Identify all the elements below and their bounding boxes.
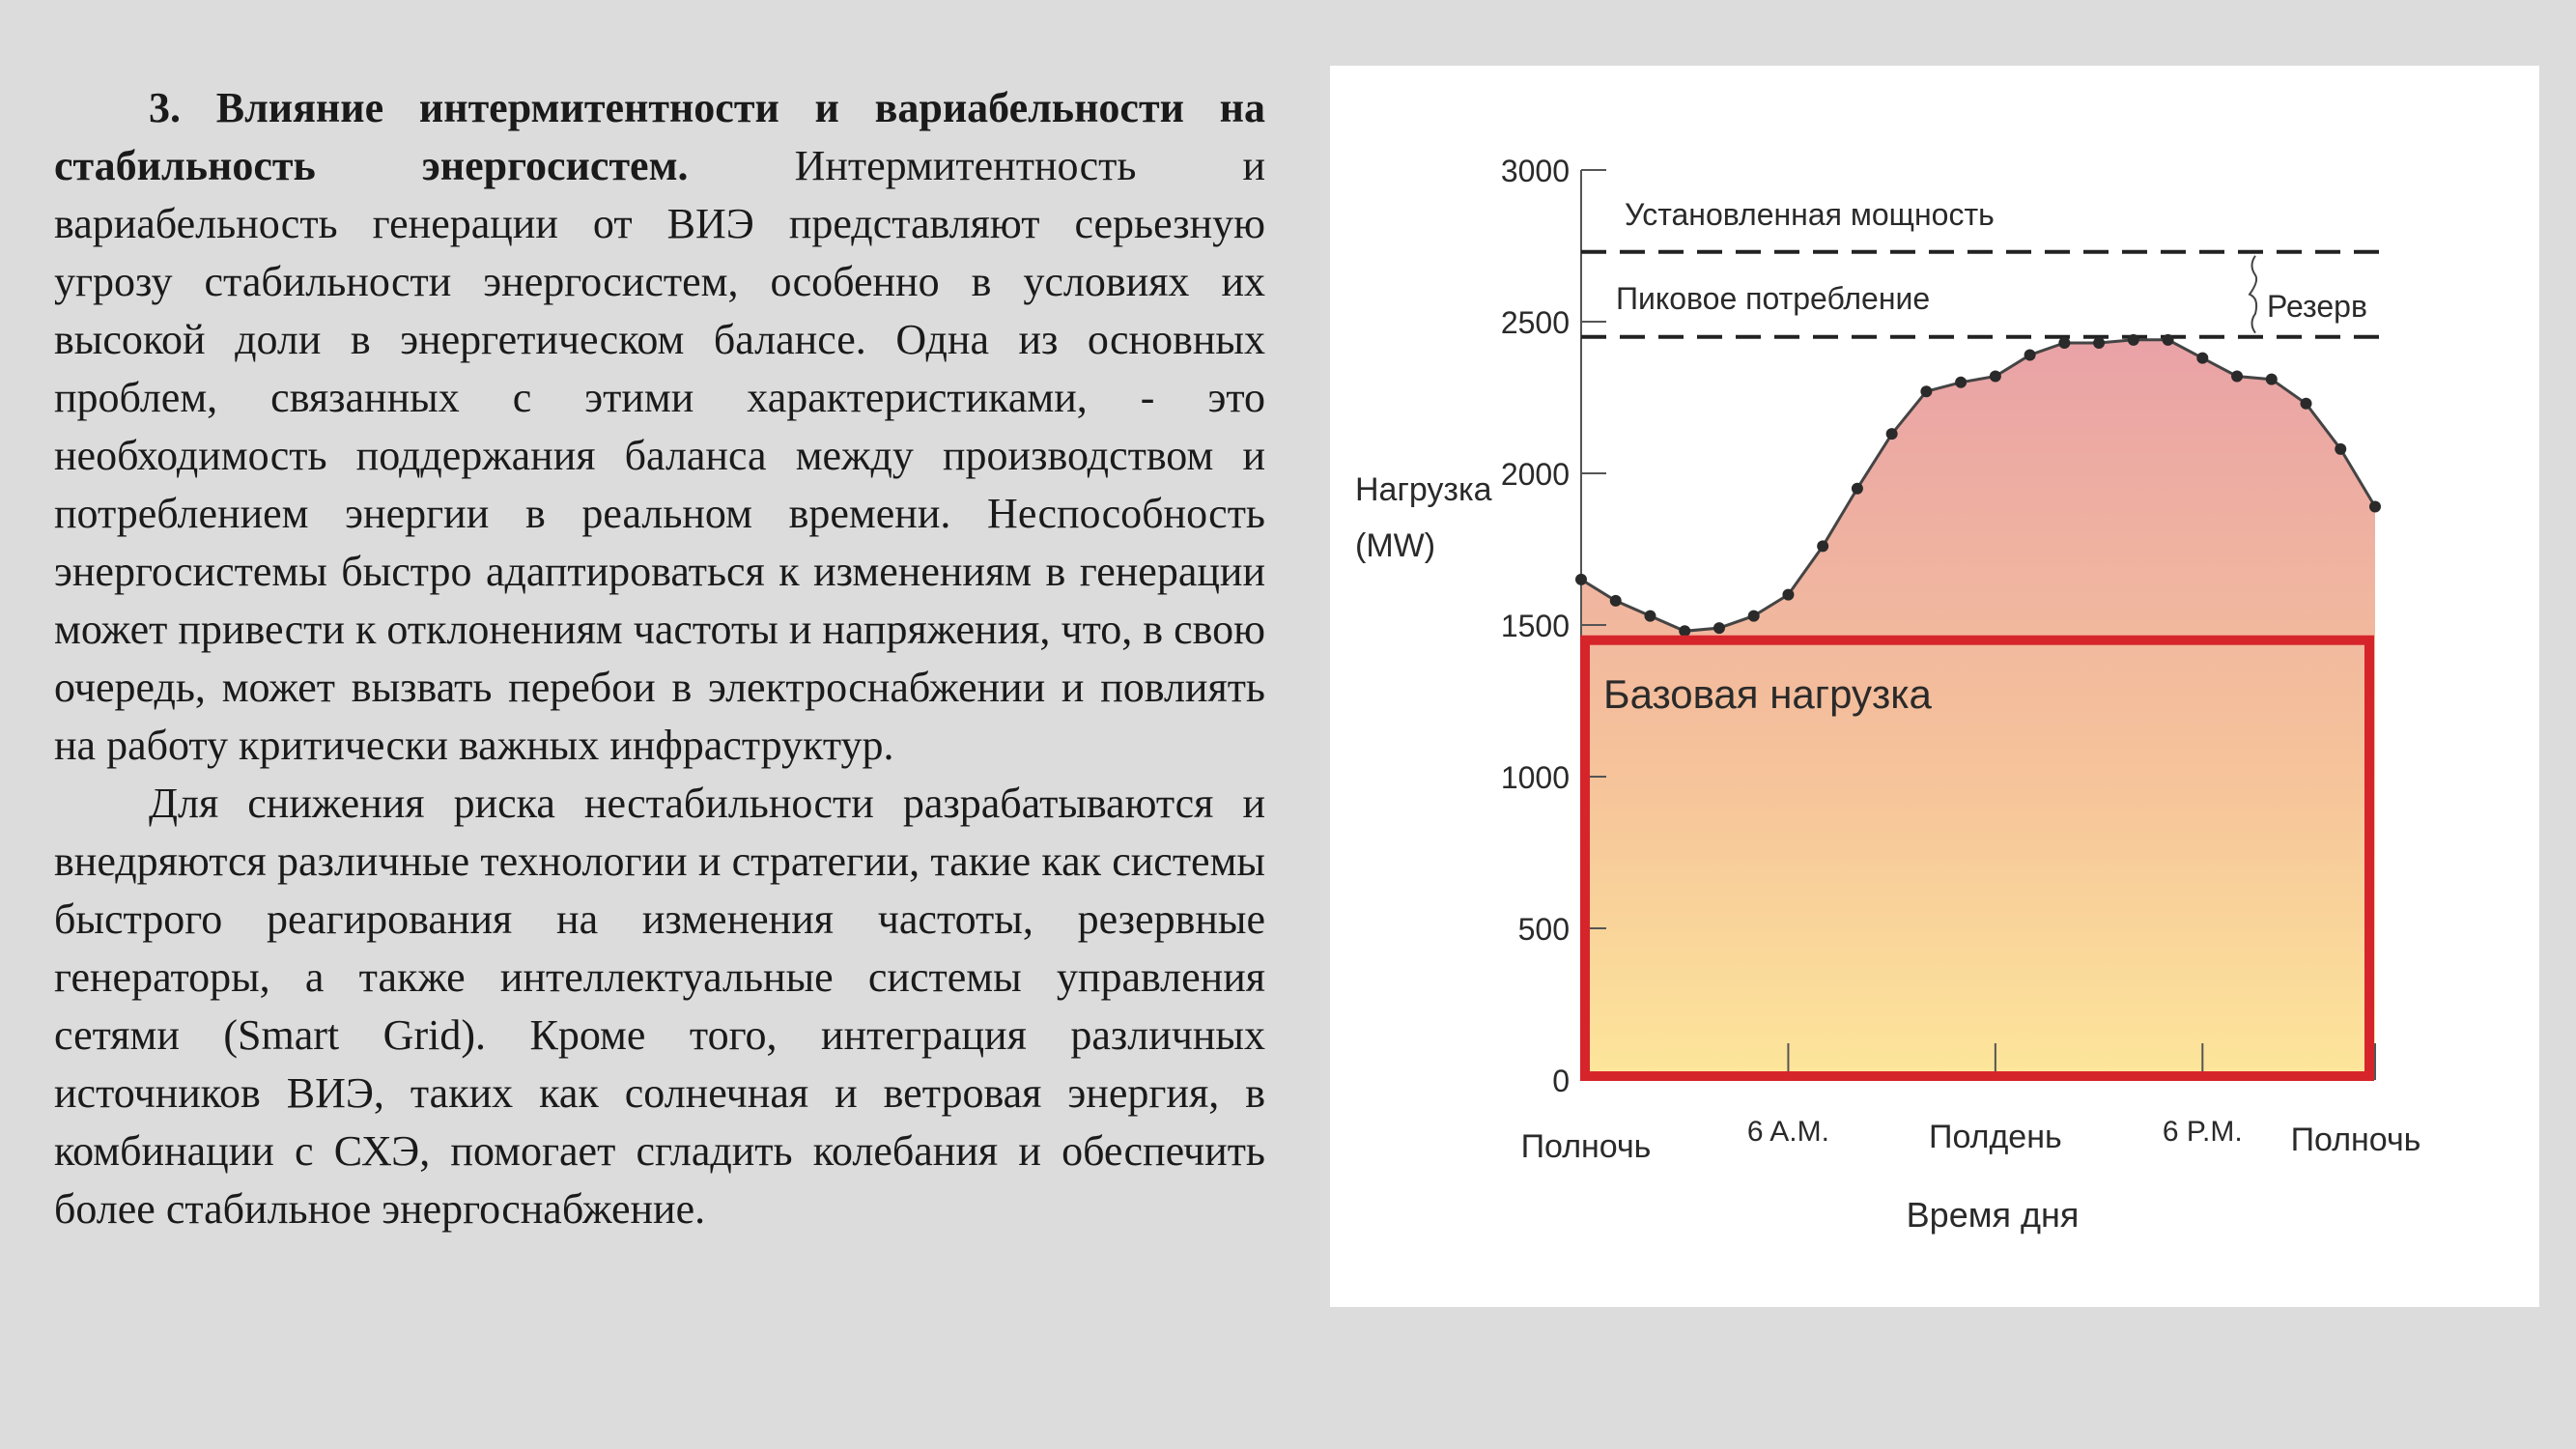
load-point-11 <box>1955 376 1967 388</box>
x-tick-label-2: Полдень <box>1929 1119 2062 1155</box>
load-area <box>1581 339 2375 1080</box>
x-tick-label-0: Полночь <box>1521 1128 1652 1165</box>
load-point-0 <box>1575 573 1587 585</box>
load-point-12 <box>1989 370 2001 383</box>
load-point-15 <box>2093 336 2106 349</box>
article-text: 3. Влияние интермитентности и вариабельн… <box>54 79 1265 1238</box>
x-tick-label-3: 6 P.M. <box>2163 1116 2243 1148</box>
load-point-8 <box>1851 482 1863 495</box>
x-axis-label: Время дня <box>1907 1195 2080 1235</box>
y-axis-label-line1: Нагрузка <box>1355 471 1492 508</box>
y-tick-label-2500: 2500 <box>1501 305 1570 340</box>
load-point-2 <box>1644 610 1656 622</box>
load-point-7 <box>1817 540 1829 553</box>
section-heading: 3. Влияние интермитентности и вариабельн… <box>54 84 1265 189</box>
y-tick-label-0: 0 <box>1552 1064 1570 1098</box>
base-load-label: Базовая нагрузка <box>1603 671 1933 717</box>
paragraph-1-body: Интермитентность и вариабельность генера… <box>54 142 1265 769</box>
peak-demand-label: Пиковое потребление <box>1616 281 1930 316</box>
load-point-1 <box>1609 594 1622 607</box>
load-point-6 <box>1782 588 1795 601</box>
y-tick-label-1000: 1000 <box>1501 760 1570 795</box>
load-point-4 <box>1713 622 1725 635</box>
load-point-5 <box>1747 610 1760 622</box>
load-point-17 <box>2162 333 2174 346</box>
paragraph-1: 3. Влияние интермитентности и вариабельн… <box>54 79 1265 775</box>
load-point-21 <box>2300 397 2312 410</box>
y-axis-label-line2: (MW) <box>1355 527 1435 564</box>
installed-capacity-label: Установленная мощность <box>1625 197 1995 232</box>
load-point-23 <box>2369 500 2381 513</box>
load-point-3 <box>1679 625 1691 638</box>
y-tick-label-2000: 2000 <box>1501 457 1570 492</box>
x-tick-label-1: 6 A.M. <box>1747 1116 1829 1148</box>
load-point-14 <box>2058 336 2071 349</box>
load-chart: 0 500 1000 1500 2000 2500 3000 Полночь 6 A.M. Пол… <box>1355 154 2421 1235</box>
paragraph-2: Для снижения риска нестабильности разраб… <box>54 780 1265 1233</box>
load-point-16 <box>2127 333 2139 346</box>
load-point-18 <box>2196 352 2209 364</box>
chart-card: 0 500 1000 1500 2000 2500 3000 Полночь 6 A.M. Пол… <box>1330 66 2539 1307</box>
y-tick-label-3000: 3000 <box>1501 154 1570 188</box>
y-tick-label-1500: 1500 <box>1501 609 1570 643</box>
load-point-10 <box>1920 385 1933 398</box>
y-tick-label-500: 500 <box>1518 912 1570 947</box>
load-point-22 <box>2335 442 2347 455</box>
load-point-20 <box>2265 373 2278 385</box>
x-tick-label-4: Полночь <box>2291 1122 2421 1158</box>
load-point-19 <box>2231 370 2244 383</box>
load-point-9 <box>1885 428 1898 440</box>
load-point-13 <box>2024 349 2036 361</box>
base-load-box <box>1580 635 2374 1081</box>
reserve-brace <box>2248 255 2258 334</box>
reserve-label: Резерв <box>2267 289 2367 324</box>
